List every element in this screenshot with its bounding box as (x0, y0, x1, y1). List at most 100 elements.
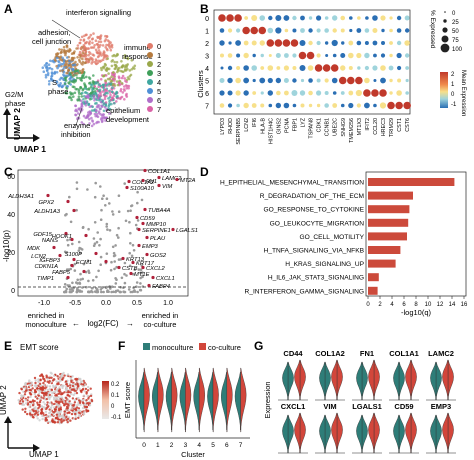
violin-mono (207, 371, 214, 431)
emt-point (84, 383, 87, 386)
umap-point (130, 59, 134, 62)
umap-point (60, 50, 63, 54)
emt-point (52, 411, 56, 414)
enrichment-term: H_TNFA_SIGNALING_VIA_NFKB (264, 248, 365, 255)
violin-mono (179, 371, 186, 431)
volcano-ticks: -1.0 -0.5 0.0 0.5 1.0 0 20 40 60 (7, 174, 173, 307)
dot (405, 91, 409, 95)
violin-mono (220, 371, 227, 431)
umap-point (116, 70, 119, 74)
umap-point (104, 101, 108, 104)
legend-swatch (147, 79, 153, 85)
b-ylabel: Clusters (196, 70, 205, 98)
umap-point (49, 59, 52, 63)
umap-point (100, 59, 103, 62)
umap-point (110, 64, 114, 68)
volcano-point-ns (65, 287, 68, 291)
umap-point (104, 103, 108, 107)
emt-point (48, 393, 51, 397)
umap-point (121, 91, 125, 94)
dot (389, 78, 393, 83)
umap-point (108, 112, 111, 115)
emt-point (85, 392, 88, 395)
dot (308, 40, 313, 46)
dot (332, 28, 337, 33)
y-tick: 40 (7, 212, 15, 219)
umap-point (102, 102, 106, 105)
violin-mono (430, 414, 437, 454)
umap-point (105, 107, 108, 111)
f-legend-mono: monoculture (152, 343, 193, 352)
volcano-point-ns (141, 271, 144, 274)
dot (227, 103, 233, 108)
panel-g-letter: G (254, 339, 263, 353)
emt-point (79, 381, 83, 384)
gene-label: SNHG9 (341, 118, 347, 137)
umap-point (113, 67, 117, 71)
dot (227, 53, 233, 58)
emt-point (61, 373, 64, 376)
violin-mono (398, 361, 405, 401)
emt-point (69, 377, 73, 380)
volcano-point-ns (76, 278, 79, 282)
umap-point (65, 87, 69, 90)
umap-point (83, 82, 86, 85)
umap-point (85, 40, 88, 44)
umap-point (93, 44, 96, 47)
emt-point (22, 390, 25, 393)
dot (348, 52, 354, 59)
emt-point (34, 409, 37, 413)
dot (324, 16, 329, 20)
violin-mono (393, 361, 400, 401)
emt-point (57, 382, 60, 386)
violin-co (299, 359, 306, 401)
enrichment-bar (368, 232, 407, 241)
umap-point (87, 117, 91, 121)
y-tick: 20 (7, 250, 15, 257)
emt-point (67, 399, 70, 402)
dot (275, 77, 282, 84)
umap-point (69, 93, 73, 96)
emt-scale-ticks: 0.2 0.1 0 -0.1 (111, 382, 122, 421)
dot (236, 53, 241, 58)
dot (316, 78, 321, 83)
dot (316, 28, 321, 33)
color-legend-title: Mean Expression (460, 70, 466, 116)
emt-point (42, 383, 46, 387)
size-legend-label: 25 (452, 20, 459, 26)
violin-co (199, 367, 206, 433)
umap-point (81, 68, 85, 71)
emt-point (33, 392, 36, 396)
emt-point (64, 380, 68, 383)
volcano-point-ns (65, 251, 69, 254)
violin-mono (287, 361, 294, 401)
umap-point (42, 70, 46, 73)
gene-label: CCNB1 (325, 118, 331, 136)
emt-point (89, 394, 93, 398)
emt-point (77, 408, 80, 412)
umap-point (107, 82, 110, 85)
umap-point (80, 102, 84, 106)
umap-point (102, 50, 106, 53)
dot (243, 52, 249, 59)
f-ylabel: EMT score (123, 382, 132, 418)
umap-point (104, 46, 107, 49)
legend-swatch (147, 52, 153, 58)
volcano-point-sig (135, 215, 139, 220)
volcano-point-sig (145, 235, 149, 240)
dot (226, 14, 234, 22)
size-legend-label: 75 (452, 38, 459, 44)
dot (300, 28, 305, 33)
emt-point (46, 401, 49, 404)
dot (324, 103, 329, 108)
umap-point (50, 71, 54, 74)
volcano-point-sig (157, 183, 161, 188)
emt-point (55, 413, 58, 416)
umap-point (85, 75, 88, 79)
volcano-point-ns (114, 277, 117, 280)
emt-point (87, 385, 90, 389)
volcano-gene-label: MMP10 (146, 222, 167, 228)
umap-point (55, 81, 59, 84)
emt-point (41, 405, 44, 409)
